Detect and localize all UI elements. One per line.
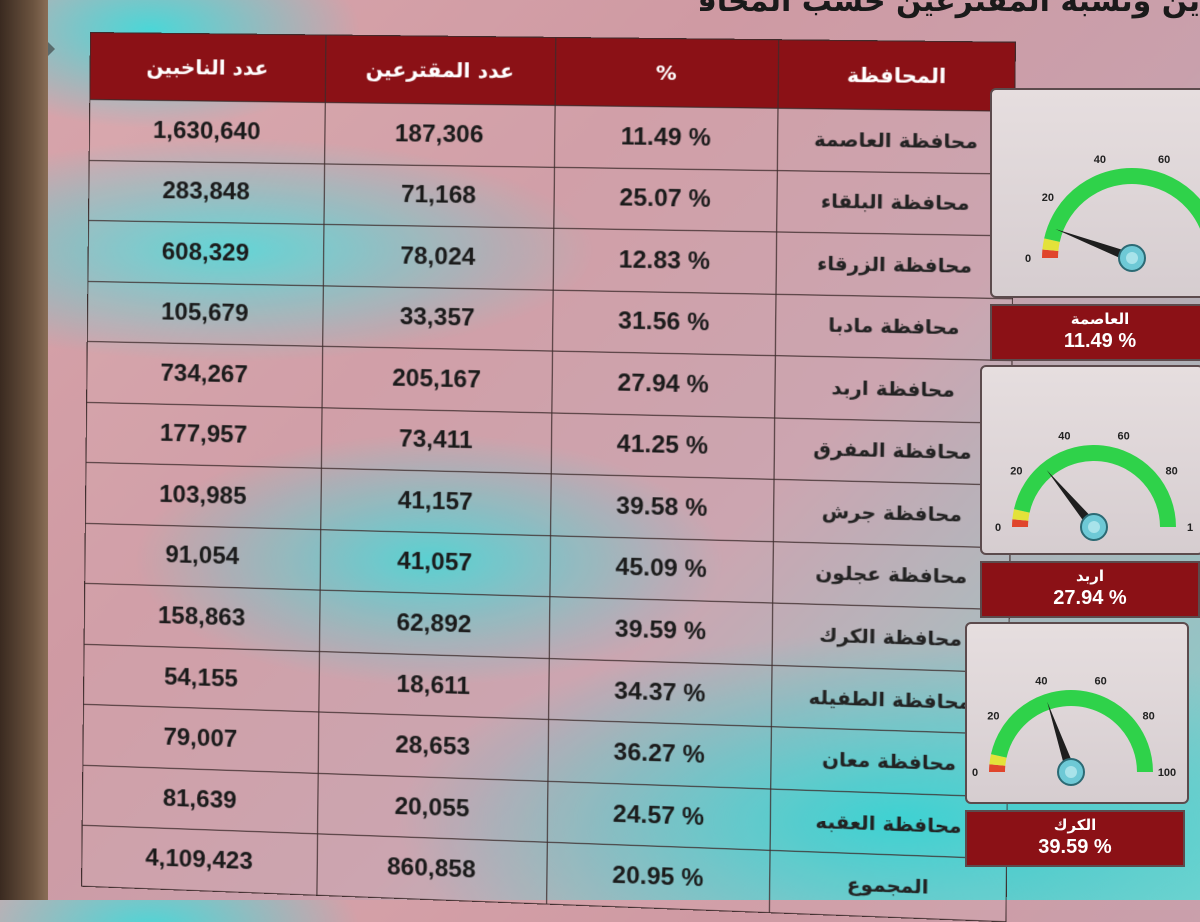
gauge-tick-label: 100: [1158, 767, 1176, 779]
cell-voters: 205,167: [322, 346, 552, 412]
page-title: ين ونسبة المقترعين حسب المحافظ: [700, 0, 1200, 34]
cell-governorate: محافظة جرش: [774, 480, 1011, 548]
gauge-card-irbid: 0 20 40 60 80 1 اربد 27.94 %: [980, 365, 1200, 618]
gauge-tick-label: 40: [1094, 154, 1106, 166]
col-header-registered: عدد الناخبين: [90, 33, 326, 103]
cell-registered: 608,329: [88, 221, 324, 286]
gauge-card-capital: 0 20 40 60 العاصمة 11.49 %: [990, 88, 1200, 361]
col-header-governorate: المحافظة: [778, 40, 1015, 112]
cell-registered: 283,848: [89, 160, 325, 224]
cell-percent: 39.59 %: [549, 597, 773, 665]
turnout-table-container: المحافظة % عدد المقترعين عدد الناخبين مح…: [81, 32, 1016, 922]
cell-registered: 4,109,423: [82, 826, 318, 896]
gauge-name: الكرك: [967, 816, 1183, 834]
cell-percent: 20.95 %: [546, 843, 770, 913]
gauge-tick-label: 0: [972, 767, 978, 779]
gauge-face: 0 20 40 60 80 100: [965, 622, 1189, 804]
gauge-tick-label: 60: [1095, 676, 1107, 688]
gauge-percent: 11.49 %: [992, 330, 1200, 353]
table-header-row: المحافظة % عدد المقترعين عدد الناخبين: [90, 33, 1016, 112]
cell-percent: 27.94 %: [551, 351, 775, 417]
cell-voters: 33,357: [322, 285, 552, 351]
cell-percent: 12.83 %: [553, 228, 777, 294]
gauge-tick-label: 0: [995, 522, 1001, 534]
cell-percent: 25.07 %: [553, 167, 777, 232]
cell-voters: 187,306: [324, 102, 554, 166]
col-header-voters: عدد المقترعين: [325, 35, 555, 105]
cell-governorate: محافظة العاصمة: [778, 108, 1015, 173]
cell-registered: 1,630,640: [89, 100, 325, 164]
cell-registered: 79,007: [83, 705, 319, 774]
gauge-face: 0 20 40 60 80 1: [980, 365, 1200, 555]
cell-governorate: محافظة عجلون: [773, 541, 1010, 610]
cell-percent: 45.09 %: [549, 535, 773, 603]
gauge-hub-inner: [1126, 252, 1138, 264]
cell-registered: 177,957: [86, 402, 322, 468]
cell-registered: 158,863: [84, 584, 320, 652]
cell-voters: 20,055: [317, 773, 547, 842]
gauge-tick-label: 40: [1035, 676, 1047, 688]
gauge-tick-label: 0: [1025, 253, 1031, 265]
cell-voters: 73,411: [321, 407, 551, 474]
gauge-hub-inner: [1088, 521, 1100, 533]
cell-percent: 34.37 %: [548, 658, 772, 727]
gauge-band-yellow: [1050, 240, 1052, 250]
gauge-dial: 0 20 40 60 80 100: [967, 624, 1187, 802]
gauge-dial: 0 20 40 60: [992, 90, 1200, 296]
gauge-tick-label: 20: [1010, 466, 1022, 478]
gauge-label: اربد 27.94 %: [980, 561, 1200, 618]
gauge-tick-label: 1: [1187, 522, 1193, 534]
gauge-tick-label: 20: [1042, 192, 1054, 204]
gauge-dial: 0 20 40 60 80 1: [982, 367, 1200, 553]
gauge-label: العاصمة 11.49 %: [990, 304, 1200, 361]
cell-voters: 28,653: [318, 712, 548, 781]
gauge-label: الكرك 39.59 %: [965, 810, 1185, 867]
cell-governorate: محافظة اربد: [775, 356, 1012, 423]
mouse-cursor-icon: [48, 42, 55, 56]
gauge-tick-label: 80: [1143, 711, 1155, 723]
cell-voters: 71,168: [324, 163, 554, 228]
gauge-percent: 39.59 %: [967, 836, 1183, 859]
cell-voters: 18,611: [319, 651, 549, 719]
turnout-table: المحافظة % عدد المقترعين عدد الناخبين مح…: [81, 32, 1016, 922]
gauge-hub-inner: [1065, 766, 1077, 778]
gauge-card-karak: 0 20 40 60 80 100 الكرك 39.59 %: [965, 622, 1185, 867]
cell-registered: 54,155: [83, 644, 319, 712]
col-header-percent: %: [555, 37, 779, 108]
cell-registered: 81,639: [82, 765, 318, 834]
cell-governorate: محافظة مادبا: [776, 294, 1013, 361]
cell-percent: 39.58 %: [550, 474, 774, 541]
gauge-tick-label: 20: [987, 711, 999, 723]
cell-registered: 734,267: [87, 342, 323, 408]
cell-percent: 36.27 %: [547, 720, 771, 789]
gauge-name: العاصمة: [992, 310, 1200, 328]
gauge-percent: 27.94 %: [982, 587, 1198, 610]
cell-governorate: محافظة الزرقاء: [776, 232, 1013, 298]
cell-percent: 31.56 %: [552, 290, 776, 356]
gauge-tick-label: 40: [1058, 431, 1070, 443]
cell-percent: 24.57 %: [547, 781, 771, 851]
gauge-band-yellow: [997, 756, 998, 765]
gauge-band-yellow: [1020, 511, 1021, 520]
cell-voters: 41,157: [321, 468, 551, 535]
gauge-tick-label: 60: [1158, 154, 1170, 166]
cell-percent: 41.25 %: [551, 413, 775, 480]
cell-voters: 62,892: [319, 590, 549, 658]
cell-voters: 41,057: [320, 529, 550, 597]
gauge-face: 0 20 40 60: [990, 88, 1200, 298]
cell-governorate: محافظة البلقاء: [777, 170, 1014, 236]
screen-bezel: [0, 0, 48, 900]
cell-registered: 105,679: [87, 281, 323, 346]
gauge-tick-label: 80: [1166, 466, 1178, 478]
cell-voters: 78,024: [323, 224, 553, 289]
cell-registered: 103,985: [85, 463, 321, 530]
cell-voters: 860,858: [317, 834, 547, 904]
cell-registered: 91,054: [85, 523, 321, 590]
gauge-tick-label: 60: [1118, 431, 1130, 443]
cell-governorate: محافظة المفرق: [774, 418, 1011, 486]
gauge-name: اربد: [982, 567, 1198, 585]
cell-percent: 11.49 %: [554, 105, 778, 170]
